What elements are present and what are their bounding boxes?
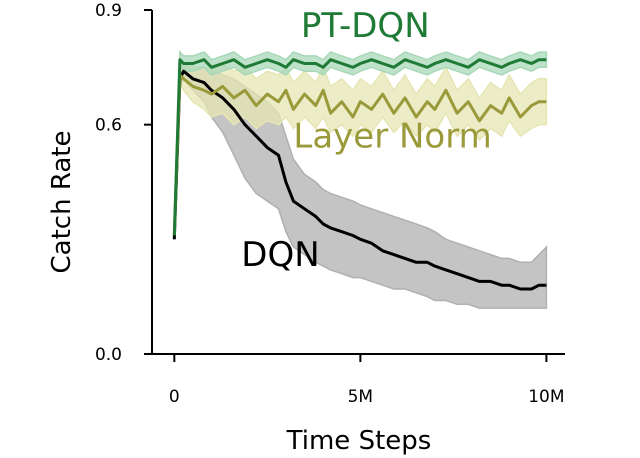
pt-dqn-label: PT-DQN [301, 6, 430, 46]
y-tick-label: 0.6 [95, 116, 122, 136]
pt-dqn-line [172, 58, 547, 236]
dqn-line [172, 69, 547, 291]
layer-norm-label: Layer Norm [293, 117, 491, 157]
ticks: 0.0 0.6 0.9 0 5M 10M [95, 1, 565, 407]
series-labels: DQN Layer Norm PT-DQN [241, 6, 491, 275]
dqn-label: DQN [241, 235, 319, 275]
x-tick-label: 5M [348, 387, 373, 407]
series-lines [172, 58, 547, 291]
y-axis-label: Catch Rate [47, 131, 77, 274]
layer-norm-line [172, 73, 547, 236]
axes [151, 10, 565, 355]
x-tick-label: 10M [528, 387, 564, 407]
y-tick-label: 0.0 [95, 345, 122, 365]
dqn-band [173, 62, 548, 309]
y-tick-label: 0.9 [95, 1, 122, 21]
confidence-bands [173, 50, 548, 309]
x-axis-label: Time Steps [286, 426, 432, 456]
x-tick-label: 0 [169, 387, 180, 407]
